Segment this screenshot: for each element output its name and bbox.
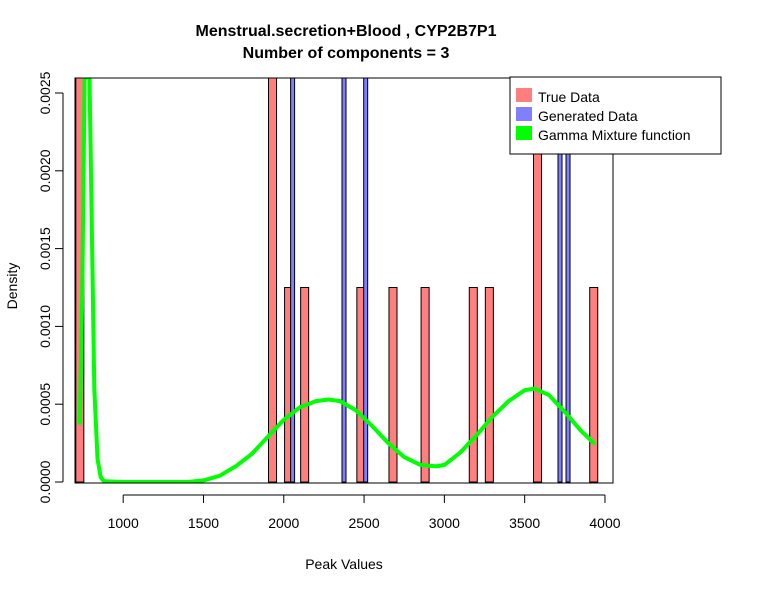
- gamma-mixture-line: [77, 78, 596, 483]
- plot-frame: [74, 77, 614, 484]
- x-tick-label: 1000: [108, 515, 139, 531]
- generated-data-bar: [341, 78, 347, 483]
- y-axis-label: Density: [4, 263, 20, 310]
- chart-title: Menstrual.secretion+Blood , CYP2B7P1: [196, 23, 497, 40]
- x-axis: 1000 1500 2000 2500 3000 3500 4000: [108, 494, 621, 531]
- chart-subtitle: Number of components = 3: [243, 45, 450, 62]
- x-tick-label: 2500: [348, 515, 379, 531]
- true-data-bar: [589, 287, 599, 483]
- true-data-bar: [533, 78, 543, 483]
- generated-data-bars: [290, 78, 571, 483]
- legend-swatch-generated-data: [516, 107, 532, 121]
- true-data-bar: [420, 287, 430, 483]
- legend-box: [509, 76, 722, 155]
- legend: True Data Generated Data Gamma Mixture f…: [509, 76, 722, 155]
- y-tick-label: 0.0005: [37, 383, 53, 426]
- y-tick-label: 0.0010: [37, 305, 53, 348]
- legend-label-gamma-mixture: Gamma Mixture function: [538, 127, 691, 143]
- x-tick-label: 3500: [509, 515, 540, 531]
- true-data-bar: [388, 287, 398, 483]
- y-tick-label: 0.0015: [37, 227, 53, 270]
- x-tick-label: 2000: [268, 515, 299, 531]
- generated-data-bar: [565, 78, 571, 483]
- x-axis-label: Peak Values: [305, 556, 383, 572]
- generated-data-bar: [290, 78, 296, 483]
- true-data-bar: [468, 287, 478, 483]
- legend-swatch-true-data: [516, 88, 532, 102]
- x-tick-label: 1500: [188, 515, 219, 531]
- y-axis: 0.0000 0.0005 0.0010 0.0015 0.0020 0.0025: [37, 71, 64, 503]
- legend-swatch-gamma-mixture: [516, 126, 532, 140]
- x-tick-label: 3000: [429, 515, 460, 531]
- true-data-bar: [300, 287, 310, 483]
- legend-label-generated-data: Generated Data: [538, 108, 638, 124]
- y-tick-label: 0.0020: [37, 149, 53, 192]
- generated-data-bar: [363, 78, 369, 483]
- gamma-mixture-curve: [77, 78, 596, 483]
- true-data-bar: [484, 287, 494, 483]
- x-tick-label: 4000: [589, 515, 620, 531]
- y-tick-label: 0.0025: [37, 71, 53, 114]
- y-tick-label: 0.0000: [37, 460, 53, 503]
- true-data-bar: [268, 78, 278, 483]
- generated-data-bar: [557, 78, 563, 483]
- true-data-bars: [75, 78, 599, 483]
- legend-label-true-data: True Data: [538, 89, 600, 105]
